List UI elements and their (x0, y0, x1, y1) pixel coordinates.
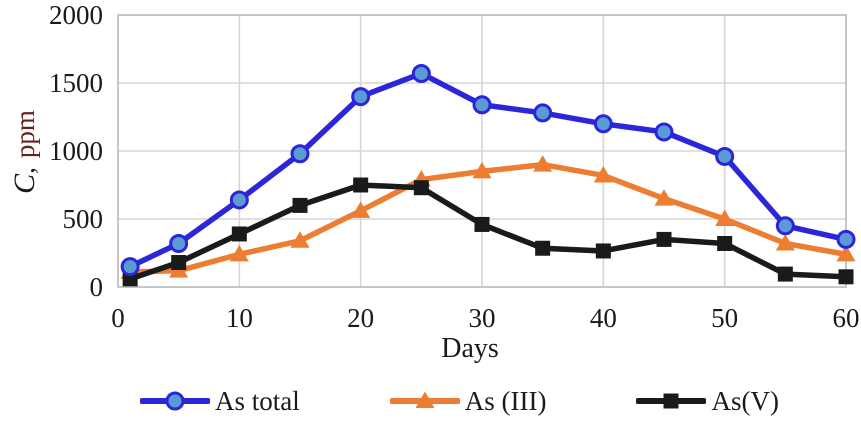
legend-label-as-iii: As (III) (464, 386, 547, 416)
series-as-v-marker (413, 180, 429, 196)
y-tick-label-1000: 1000 (49, 136, 103, 166)
series-as-iii-marker (229, 244, 249, 262)
y-axis-title-unit: ppm (10, 110, 40, 158)
series-as-total-marker (351, 87, 371, 107)
series-as-iii-marker (593, 165, 613, 183)
series-as-total-marker (290, 144, 310, 164)
series-as-total-marker (411, 63, 431, 83)
y-axis-title-separator: , (10, 167, 40, 174)
y-tick-label-1500: 1500 (49, 68, 103, 98)
y-axis-title-variable: C (8, 173, 41, 194)
series-as-v-marker (292, 197, 308, 213)
series-as-v-marker (656, 231, 672, 247)
x-tick-label-20: 20 (347, 303, 374, 333)
series-as-iii-marker (775, 233, 795, 251)
series-as-iii-marker (351, 201, 371, 218)
x-axis-title: Days (441, 333, 499, 364)
legend: As total As (III) As(V) (0, 384, 861, 418)
x-tick-label-60: 60 (833, 303, 860, 333)
series-as-total-marker (472, 95, 492, 115)
series-as-v-marker (663, 393, 679, 409)
series-as-iii-marker (472, 161, 492, 179)
series-as-v-marker (353, 177, 369, 193)
series-as-total-marker (836, 229, 856, 249)
series-as-v-marker (717, 235, 733, 251)
y-tick-label-0: 0 (90, 272, 104, 302)
y-tick-label-500: 500 (63, 204, 104, 234)
legend-item-as-iii: As (III) (389, 384, 547, 418)
series-as-v-marker (777, 266, 793, 282)
x-tick-label-50: 50 (711, 303, 738, 333)
plot-series (120, 63, 856, 287)
series-as-v-marker (171, 255, 187, 271)
series-as-v-marker (231, 226, 247, 242)
axis-tick-labels: 0 500 1000 1500 2000 0 10 20 30 40 50 60 (49, 0, 860, 333)
series-as-iii-marker (836, 244, 856, 262)
series-as-total-marker (715, 146, 735, 166)
series-as-total-marker (593, 114, 613, 134)
x-tick-label-40: 40 (590, 303, 617, 333)
x-tick-label-10: 10 (226, 303, 253, 333)
series-as-iii-marker (415, 391, 435, 408)
series-as-total-marker (654, 122, 674, 142)
series-as-total-marker (775, 216, 795, 236)
series-as-total-marker (169, 233, 189, 253)
legend-swatch-as-v (636, 393, 707, 409)
legend-item-as-v: As(V) (636, 384, 779, 418)
x-tick-label-30: 30 (469, 303, 496, 333)
plot-border (117, 14, 847, 288)
series-as-iii-marker (654, 189, 674, 206)
gridlines (117, 14, 847, 288)
series-as-iii-marker (715, 209, 735, 226)
series-as-iii-marker (533, 155, 553, 172)
series-as-v-marker (535, 240, 551, 256)
series-as-total-marker (120, 257, 140, 277)
legend-item-as-total: As total (140, 384, 300, 418)
legend-label-as-total: As total (215, 386, 300, 416)
y-axis-title: C, ppm (8, 110, 41, 194)
legend-swatch-as-iii (389, 391, 460, 408)
series-as-v-marker (474, 216, 490, 232)
y-tick-label-2000: 2000 (49, 0, 103, 30)
legend-swatch-as-total (140, 391, 211, 411)
series-as-total-marker (533, 103, 553, 123)
series-as-v-marker (838, 269, 854, 285)
legend-label-as-v: As(V) (711, 386, 779, 416)
plot-border-group (117, 14, 847, 288)
series-as-total-marker (165, 391, 185, 411)
series-as-v-marker (595, 243, 611, 259)
series-as-iii-marker (290, 231, 310, 248)
series-as-total-marker (229, 190, 249, 210)
x-tick-label-0: 0 (111, 303, 125, 333)
